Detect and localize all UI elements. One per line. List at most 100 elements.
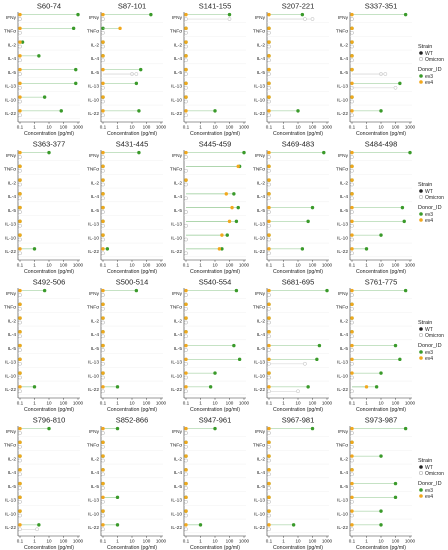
point-omicron (267, 113, 271, 118)
point-omicron (101, 389, 105, 394)
point-omicron (184, 99, 188, 104)
point-wt-ev3 (393, 481, 398, 486)
cytokine-label: IL-2 (91, 180, 100, 186)
point-omicron (184, 30, 188, 35)
panel-title: S967-981 (282, 416, 315, 425)
point-omicron (184, 182, 188, 187)
point-wt-ev3 (20, 40, 25, 44)
cytokine-label: IL-13 (88, 222, 99, 228)
point-wt-ev3 (310, 205, 315, 210)
point-wt-ev4 (101, 219, 105, 224)
x-tick-label: 1000 (156, 125, 167, 130)
point-wt-ev4 (18, 302, 22, 307)
point-omicron (350, 113, 354, 118)
x-tick-label: 10 (46, 539, 52, 544)
point-omicron (267, 30, 271, 35)
cytokine-label: IL-13 (254, 498, 265, 504)
point-wt-ev4 (267, 164, 271, 169)
point-wt-ev4 (267, 509, 271, 513)
point-omicron (267, 168, 271, 173)
x-tick-label: 1000 (239, 539, 250, 544)
cytokine-label: IL-5 (257, 484, 266, 490)
cytokine-label: IL-4 (174, 332, 183, 338)
point-wt-ev4 (350, 40, 354, 44)
panel-title: S761-775 (365, 278, 398, 287)
point-omicron (267, 196, 271, 201)
point-omicron (101, 113, 105, 118)
point-omicron (267, 210, 271, 214)
point-wt-ev4 (101, 523, 105, 527)
point-omicron (350, 499, 354, 504)
point-wt-ev4 (101, 440, 105, 445)
point-wt-ev4 (184, 343, 188, 348)
cytokine-label: IFNγ (89, 429, 100, 435)
cytokine-label: IL-4 (174, 56, 183, 62)
point-wt-ev4 (184, 426, 188, 431)
cytokine-label: IL-4 (340, 194, 349, 200)
cytokine-label: IL-2 (91, 318, 100, 324)
cytokine-label: IFNγ (172, 15, 183, 21)
point-wt-ev4 (101, 371, 105, 375)
point-omicron (267, 320, 271, 325)
x-tick-label: 1 (199, 263, 202, 268)
point-omicron (101, 334, 105, 339)
cytokine-label: IL-5 (257, 208, 266, 214)
point-omicron (18, 306, 22, 311)
x-tick-label: 100 (60, 263, 68, 268)
point-wt-ev3 (402, 219, 406, 224)
point-omicron (350, 210, 354, 214)
point-wt-ev4 (267, 26, 271, 31)
point-wt-ev3 (408, 150, 412, 155)
point-wt-ev4 (101, 481, 105, 486)
cytokine-label: IL-10 (171, 97, 182, 103)
legend-donor-title: Donor_ID (418, 343, 442, 349)
legend-omicron-marker (418, 194, 424, 200)
cytokine-label: IL-13 (254, 360, 265, 366)
panel-title: S540-554 (199, 278, 232, 287)
point-omicron (393, 85, 398, 90)
legend-strain-title: Strain (418, 458, 432, 464)
point-wt-ev4 (267, 54, 271, 58)
point-wt-ev4 (267, 109, 271, 113)
x-tick-label: 1000 (322, 539, 333, 544)
point-wt-ev4 (267, 150, 271, 155)
x-tick-label: 0.1 (17, 125, 24, 130)
x-tick-label: 1000 (405, 401, 416, 406)
point-wt-ev4 (267, 219, 271, 224)
cytokine-label: IL-13 (5, 222, 16, 228)
point-omicron (350, 348, 354, 352)
point-wt-ev4 (184, 440, 188, 445)
point-omicron (350, 431, 354, 435)
point-wt-ev4 (18, 178, 22, 182)
point-wt-ev4 (18, 150, 22, 155)
point-omicron (184, 306, 188, 311)
point-omicron (267, 348, 271, 352)
point-wt-ev3 (374, 385, 379, 389)
point-omicron (267, 72, 271, 76)
cytokine-label: IL-22 (254, 111, 265, 117)
x-tick-label: 0.1 (100, 125, 107, 130)
point-wt-ev4 (18, 81, 22, 86)
point-omicron (350, 458, 354, 463)
x-tick-label: 10 (212, 401, 218, 406)
point-wt-ev3 (379, 109, 383, 113)
point-omicron (267, 527, 271, 532)
cytokine-label: IL-10 (171, 235, 182, 241)
point-wt-ev4 (101, 205, 105, 210)
point-wt-ev4 (18, 219, 22, 224)
point-wt-ev3 (198, 523, 203, 527)
point-wt-ev3 (32, 247, 37, 251)
cytokine-label: IL-2 (174, 42, 183, 48)
legend-omicron-label: Omicron (425, 57, 444, 63)
point-wt-ev4 (184, 54, 188, 58)
point-omicron (267, 486, 271, 490)
x-tick-label: 1000 (73, 539, 84, 544)
point-omicron (267, 431, 271, 435)
point-omicron (18, 431, 22, 435)
legend-ev3-label: ev3 (425, 350, 433, 356)
legend-donor-title: Donor_ID (418, 205, 442, 211)
point-omicron (101, 306, 105, 311)
cytokine-label: IL-22 (5, 249, 16, 255)
